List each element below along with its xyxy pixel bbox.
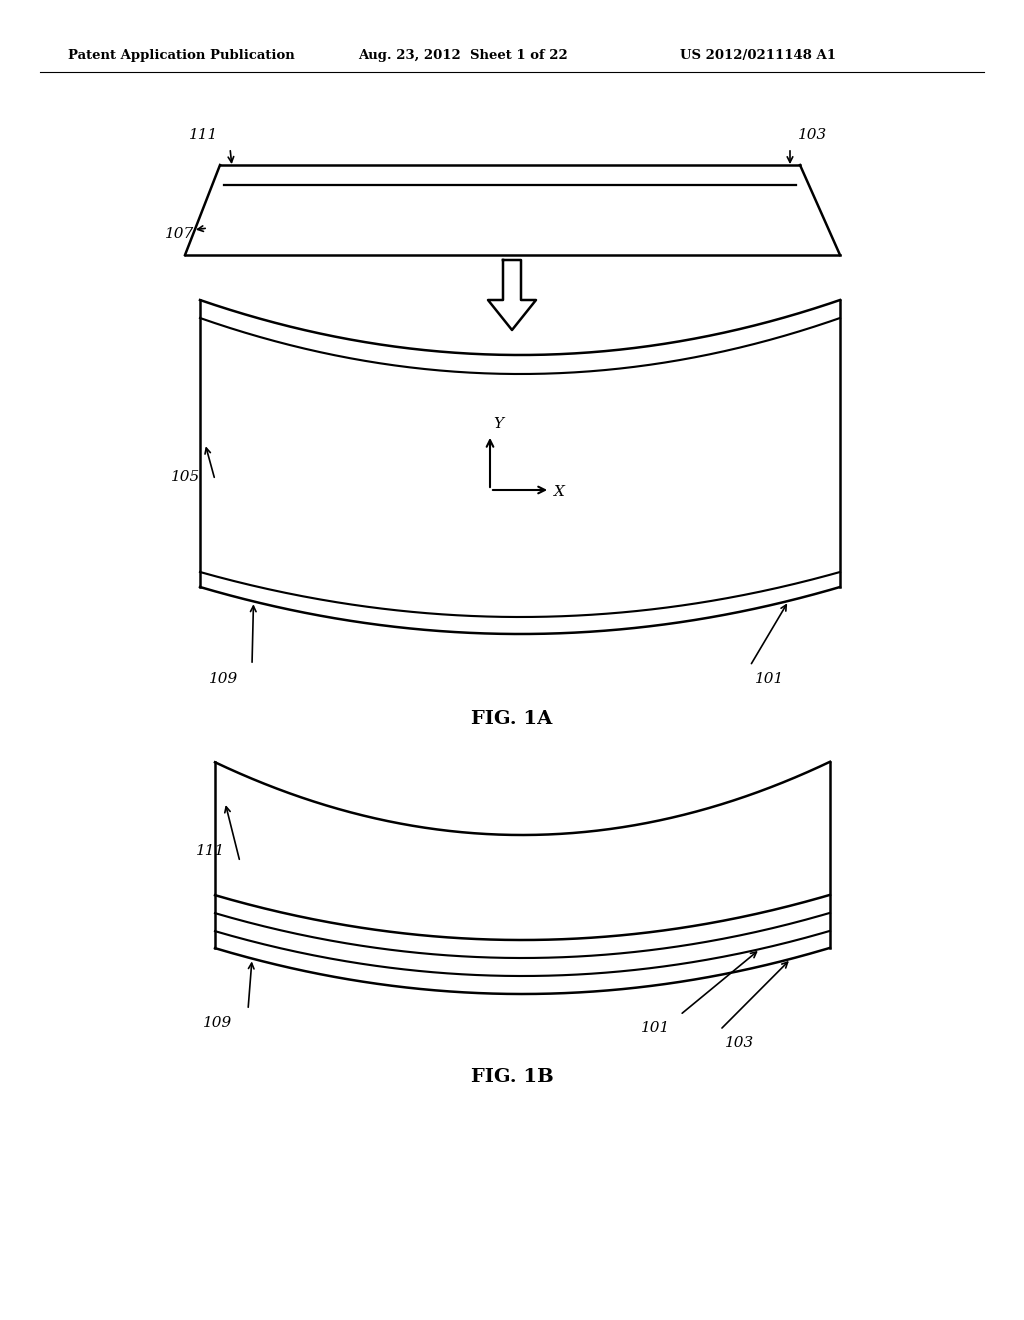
Text: X: X — [554, 484, 565, 499]
Polygon shape — [200, 300, 840, 634]
Text: US 2012/0211148 A1: US 2012/0211148 A1 — [680, 49, 836, 62]
Text: Aug. 23, 2012  Sheet 1 of 22: Aug. 23, 2012 Sheet 1 of 22 — [358, 49, 567, 62]
Text: Patent Application Publication: Patent Application Publication — [68, 49, 295, 62]
Text: FIG. 1B: FIG. 1B — [471, 1068, 553, 1086]
Text: FIG. 1A: FIG. 1A — [471, 710, 553, 729]
Text: 103: 103 — [725, 1036, 755, 1049]
Polygon shape — [185, 165, 840, 255]
Text: 109: 109 — [209, 672, 238, 686]
Text: 111: 111 — [188, 128, 218, 143]
Polygon shape — [488, 260, 536, 330]
Text: 109: 109 — [203, 1016, 232, 1030]
Text: 101: 101 — [641, 1020, 670, 1035]
Text: 101: 101 — [755, 672, 784, 686]
Text: Y: Y — [493, 417, 503, 432]
Polygon shape — [215, 762, 830, 994]
Text: 111: 111 — [196, 843, 225, 858]
Text: 103: 103 — [798, 128, 827, 143]
Text: 105: 105 — [171, 470, 200, 484]
Text: 107: 107 — [165, 227, 194, 242]
